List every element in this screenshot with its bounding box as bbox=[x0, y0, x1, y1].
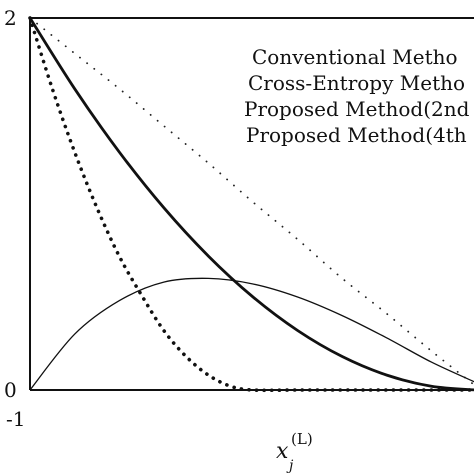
x-axis-title: x j (L) bbox=[276, 430, 313, 474]
legend-entry-2: Cross-Entropy Metho bbox=[248, 71, 465, 95]
legend-entry-4: Proposed Method(4th bbox=[246, 123, 467, 147]
legend-entry-3: Proposed Method(2nd bbox=[244, 97, 470, 121]
series-line-4 bbox=[29, 277, 474, 391]
x-axis-title-superscript: (L) bbox=[291, 430, 313, 448]
series-line-3 bbox=[28, 17, 474, 392]
series-line-2 bbox=[28, 16, 474, 393]
ticks-layer: 0 2 -1 bbox=[4, 6, 25, 431]
x-axis-title-main: x bbox=[276, 439, 289, 464]
y-tick-label: 2 bbox=[4, 6, 17, 30]
x-tick-label: -1 bbox=[6, 407, 25, 431]
series-layer bbox=[28, 16, 474, 393]
y-tick-label: 0 bbox=[4, 378, 17, 402]
x-axis-title-subscript: j bbox=[286, 458, 294, 474]
legend-entry-1: Conventional Metho bbox=[252, 45, 458, 69]
